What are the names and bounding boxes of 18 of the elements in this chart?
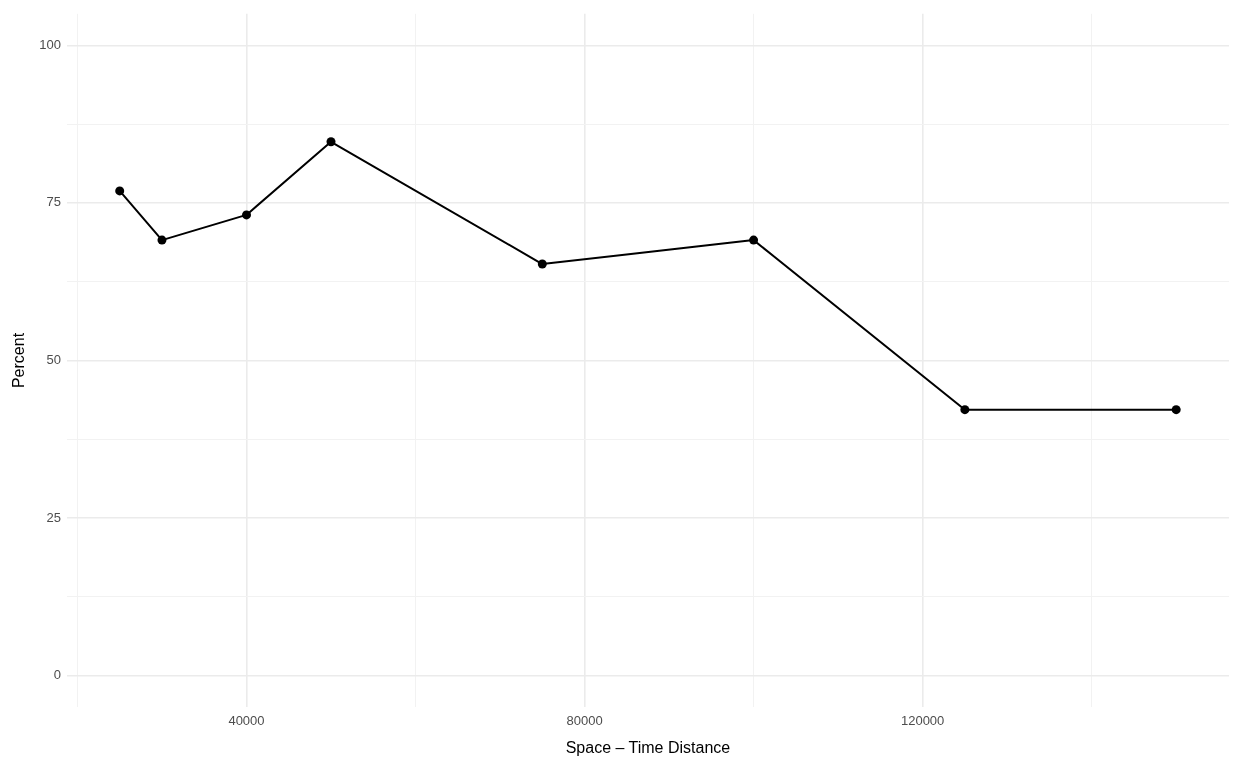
point <box>157 235 167 245</box>
point <box>1171 405 1181 415</box>
x-axis-title: Space – Time Distance <box>565 738 731 756</box>
y-axis-title: Percent <box>10 332 28 389</box>
point <box>749 235 759 245</box>
y-tick-label: 50 <box>46 352 61 368</box>
y-tick-label: 100 <box>39 36 61 52</box>
y-tick-label: 25 <box>46 509 61 525</box>
point <box>537 259 547 269</box>
x-tick-label: 40000 <box>228 712 265 728</box>
x-tick-label: 120000 <box>900 712 945 728</box>
point <box>115 186 125 196</box>
y-tick-label: 75 <box>46 194 61 210</box>
y-tick-label: 0 <box>53 667 61 683</box>
x-tick-label: 80000 <box>566 712 603 728</box>
point <box>326 137 336 147</box>
point <box>241 210 251 220</box>
point <box>960 405 970 415</box>
